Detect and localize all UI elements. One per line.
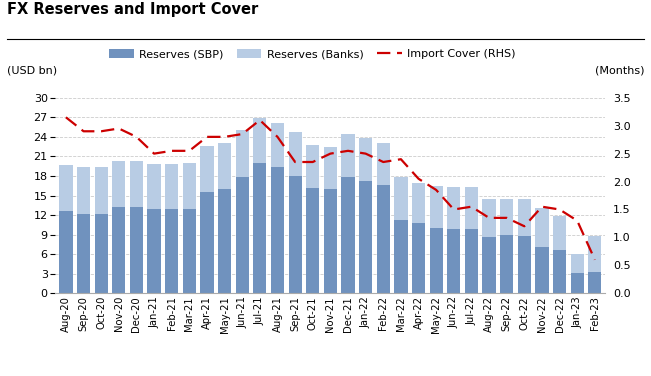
Bar [306,188,320,293]
Bar [201,146,214,192]
Bar [77,167,90,214]
Bar [465,229,478,293]
Bar [59,211,72,293]
Bar [359,138,372,181]
Bar [183,163,196,209]
Bar [589,236,602,273]
Bar [324,189,337,293]
Import Cover (RHS) [168,149,176,153]
Import Cover (RHS) [574,218,581,223]
Bar [589,273,602,293]
Bar [518,236,531,293]
Bar [77,214,90,293]
Bar [500,199,513,235]
Bar [571,273,584,293]
Import Cover (RHS) [380,160,387,164]
Bar [306,146,320,188]
Bar [412,223,425,293]
Import Cover (RHS) [291,160,299,164]
Import Cover (RHS) [238,132,246,136]
Import Cover (RHS) [520,224,528,229]
Bar [500,235,513,293]
Bar [324,147,337,189]
Import Cover (RHS) [450,207,458,212]
Bar [253,118,266,163]
Bar [518,199,531,236]
Import Cover (RHS) [326,152,334,156]
Bar [183,209,196,293]
Import Cover (RHS) [485,215,493,220]
Import Cover (RHS) [133,135,141,139]
Import Cover (RHS) [203,135,211,139]
Import Cover (RHS) [556,207,564,212]
Bar [165,164,178,209]
Bar [571,254,584,273]
Import Cover (RHS) [256,118,264,122]
Bar [341,177,355,293]
Import Cover (RHS) [79,129,87,133]
Import Cover (RHS) [397,157,405,161]
Import Cover (RHS) [415,176,422,181]
Bar [253,163,266,293]
Import Cover (RHS) [432,188,440,192]
Text: FX Reserves and Import Cover: FX Reserves and Import Cover [7,2,258,17]
Bar [271,167,284,293]
Bar [395,177,408,220]
Import Cover (RHS) [362,152,370,156]
Bar [148,209,161,293]
Bar [271,123,284,167]
Bar [482,237,495,293]
Import Cover (RHS) [538,205,546,209]
Bar [148,164,161,209]
Bar [359,181,372,293]
Bar [430,186,443,228]
Bar [236,177,249,293]
Bar [94,214,108,293]
Bar [341,133,355,177]
Bar [165,209,178,293]
Bar [535,247,549,293]
Import Cover (RHS) [150,152,158,156]
Bar [130,161,143,206]
Text: (USD bn): (USD bn) [7,66,57,76]
Import Cover (RHS) [186,149,193,153]
Bar [553,250,566,293]
Import Cover (RHS) [62,115,70,120]
Bar [94,167,108,214]
Bar [482,199,495,237]
Bar [288,132,301,176]
Bar [218,143,231,189]
Bar [553,216,566,250]
Bar [412,183,425,223]
Line: Import Cover (RHS): Import Cover (RHS) [66,117,595,260]
Import Cover (RHS) [273,135,281,139]
Legend: Reserves (SBP), Reserves (Banks), Import Cover (RHS): Reserves (SBP), Reserves (Banks), Import… [109,49,516,59]
Bar [112,161,126,206]
Text: (Months): (Months) [595,66,644,76]
Bar [218,189,231,293]
Bar [130,206,143,293]
Import Cover (RHS) [221,135,229,139]
Bar [59,165,72,211]
Bar [430,228,443,293]
Bar [377,185,390,293]
Bar [447,229,460,293]
Bar [112,206,126,293]
Import Cover (RHS) [97,129,105,133]
Bar [288,176,301,293]
Import Cover (RHS) [591,258,599,262]
Import Cover (RHS) [309,160,316,164]
Import Cover (RHS) [115,126,122,131]
Bar [465,187,478,229]
Bar [535,208,549,247]
Bar [201,192,214,293]
Bar [377,143,390,185]
Bar [447,187,460,229]
Import Cover (RHS) [467,205,475,209]
Bar [395,220,408,293]
Import Cover (RHS) [503,215,510,220]
Import Cover (RHS) [344,149,352,153]
Bar [236,130,249,177]
